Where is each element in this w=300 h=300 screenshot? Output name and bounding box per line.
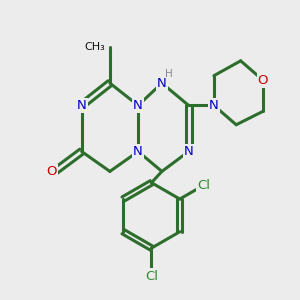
Text: N: N — [133, 145, 143, 158]
Text: CH₃: CH₃ — [85, 43, 105, 52]
Text: N: N — [209, 99, 219, 112]
Text: N: N — [133, 99, 143, 112]
Text: N: N — [77, 99, 86, 112]
Text: N: N — [184, 145, 194, 158]
Text: O: O — [47, 165, 57, 178]
Text: Cl: Cl — [197, 179, 210, 192]
Text: H: H — [165, 69, 172, 79]
Text: Cl: Cl — [145, 269, 158, 283]
Text: O: O — [258, 74, 268, 87]
Text: N: N — [157, 76, 167, 90]
